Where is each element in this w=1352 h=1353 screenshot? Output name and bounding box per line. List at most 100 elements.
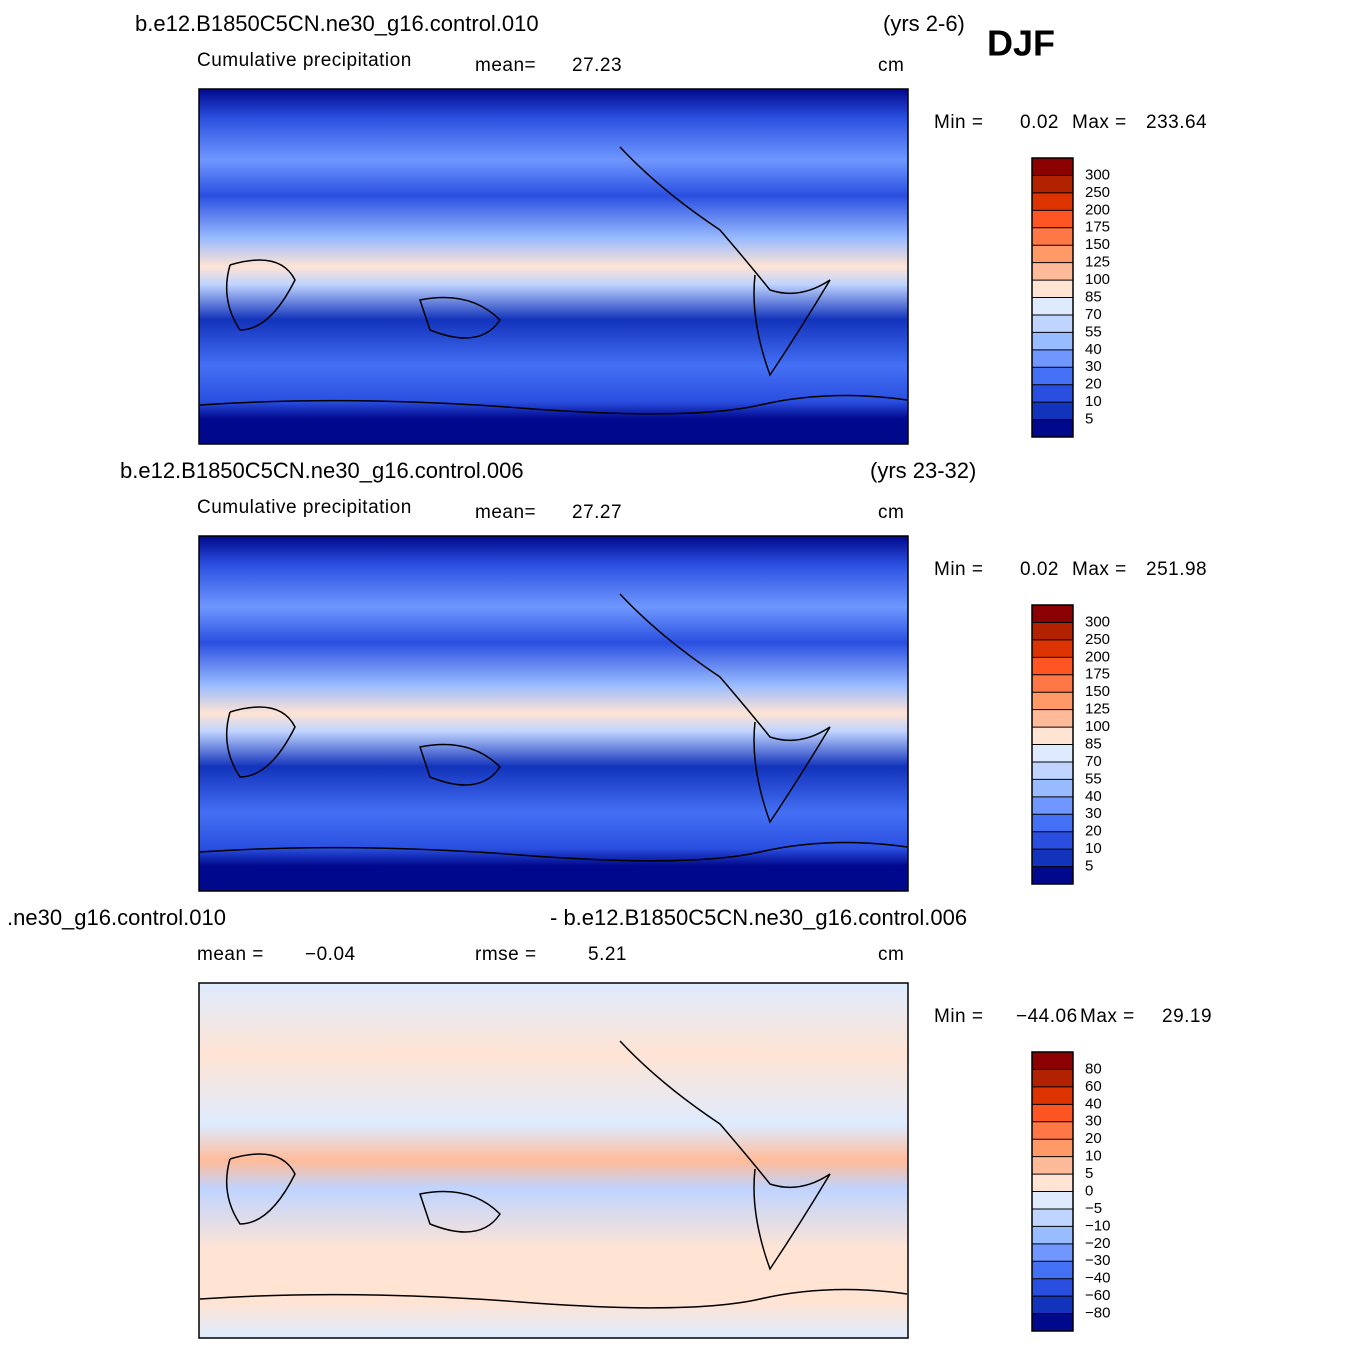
colorbar-box	[1032, 657, 1073, 675]
min-label: Min =	[934, 1006, 984, 1027]
colorbar-box	[1032, 158, 1073, 176]
colorbar-box	[1032, 332, 1073, 350]
colorbar-box	[1032, 175, 1073, 193]
max-label: Max =	[1072, 559, 1127, 580]
colorbar-label: 85	[1085, 735, 1102, 752]
colorbar-label: 20	[1085, 1130, 1102, 1147]
years: (yrs 2-6)	[883, 11, 965, 36]
mean-label: mean=	[475, 502, 536, 523]
colorbar-label: 0	[1085, 1182, 1093, 1199]
colorbar-label: −10	[1085, 1217, 1110, 1234]
colorbar-box	[1032, 367, 1073, 385]
colorbar-label: 5	[1085, 1165, 1093, 1182]
colorbar-box	[1032, 1226, 1073, 1244]
colorbar-box	[1032, 349, 1073, 368]
colorbar-label: 60	[1085, 1078, 1102, 1095]
colorbar-label: 20	[1085, 376, 1102, 393]
colorbar-frame	[1031, 157, 1074, 438]
colorbar-box	[1032, 674, 1073, 693]
coastline	[199, 1040, 908, 1309]
colorbar-label: 70	[1085, 753, 1102, 770]
colorbar-label: 5	[1085, 858, 1093, 875]
min: 0.02	[1020, 112, 1059, 133]
colorbar-label: 175	[1085, 666, 1110, 683]
colorbar-box	[1032, 1261, 1073, 1279]
colorbar-label: 30	[1085, 1113, 1102, 1130]
colorbar-box	[1032, 744, 1073, 762]
min: −44.06	[1016, 1006, 1078, 1027]
colorbar-box	[1032, 297, 1073, 315]
max: 29.19	[1162, 1006, 1212, 1027]
colorbar-label: 300	[1085, 166, 1110, 183]
colorbar-label: 30	[1085, 358, 1102, 375]
colorbar-label: 85	[1085, 288, 1102, 305]
colorbar-box	[1032, 1191, 1073, 1209]
colorbar-label: 30	[1085, 805, 1102, 822]
units: cm	[878, 944, 904, 965]
colorbar-frame	[1031, 1051, 1074, 1332]
colorbar-box	[1032, 1296, 1073, 1314]
colorbar-box	[1032, 1156, 1073, 1175]
colorbar-box	[1032, 280, 1073, 298]
colorbar-box	[1032, 262, 1073, 281]
colorbar-box	[1032, 849, 1073, 867]
colorbar-box	[1032, 1121, 1073, 1140]
colorbar-label: 10	[1085, 1148, 1102, 1165]
rmse-label: rmse =	[475, 944, 537, 965]
map	[198, 535, 909, 892]
case-title: b.e12.B1850C5CN.ne30_g16.control.006	[120, 458, 524, 483]
mean-label: mean =	[197, 944, 264, 965]
colorbar-box	[1032, 402, 1073, 420]
colorbar-box	[1032, 779, 1073, 797]
colorbar-box	[1032, 1208, 1073, 1227]
colorbar-label: 200	[1085, 648, 1110, 665]
colorbar-box	[1032, 1243, 1073, 1262]
colorbar-box	[1032, 814, 1073, 832]
variable: Cumulative precipitation	[197, 50, 412, 71]
colorbar-box	[1032, 1313, 1073, 1331]
max-label: Max =	[1072, 112, 1127, 133]
colorbar-box	[1032, 384, 1073, 403]
coastline	[199, 593, 908, 862]
colorbar-box	[1032, 245, 1073, 263]
colorbar-label: 125	[1085, 254, 1110, 271]
colorbar-label: 100	[1085, 271, 1110, 288]
colorbar-box	[1032, 1104, 1073, 1122]
years: (yrs 23-32)	[870, 458, 976, 483]
colorbar-box	[1032, 831, 1073, 850]
colorbar-label: 150	[1085, 683, 1110, 700]
colorbar-label: −40	[1085, 1270, 1110, 1287]
mean-label: mean=	[475, 55, 536, 76]
colorbar-label: −80	[1085, 1305, 1110, 1322]
colorbar-label: 55	[1085, 770, 1102, 787]
colorbar-box	[1032, 1052, 1073, 1070]
mean: −0.04	[305, 944, 356, 965]
max: 251.98	[1146, 559, 1207, 580]
min-label: Min =	[934, 112, 984, 133]
colorbar-label: 150	[1085, 236, 1110, 253]
colorbar-label: −20	[1085, 1235, 1110, 1252]
colorbar-label: 80	[1085, 1060, 1102, 1077]
colorbar-label: 40	[1085, 341, 1102, 358]
colorbar-box	[1032, 192, 1073, 211]
variable: Cumulative precipitation	[197, 497, 412, 518]
colorbar-label: 55	[1085, 323, 1102, 340]
units: cm	[878, 55, 904, 76]
case-title: .ne30_g16.control.010	[7, 905, 226, 930]
colorbar-label: 40	[1085, 788, 1102, 805]
max-label: Max =	[1080, 1006, 1135, 1027]
colorbar-box	[1032, 796, 1073, 815]
colorbar-label: 125	[1085, 701, 1110, 718]
colorbar-box	[1032, 761, 1073, 780]
map	[198, 982, 909, 1339]
colorbar-label: −5	[1085, 1200, 1102, 1217]
colorbar-box	[1032, 227, 1073, 246]
min-label: Min =	[934, 559, 984, 580]
colorbar-label: 250	[1085, 184, 1110, 201]
colorbar-label: 250	[1085, 631, 1110, 648]
case-title: - b.e12.B1850C5CN.ne30_g16.control.006	[550, 905, 967, 930]
colorbar-label: 20	[1085, 823, 1102, 840]
mean: 27.27	[572, 502, 622, 523]
colorbar-box	[1032, 622, 1073, 640]
